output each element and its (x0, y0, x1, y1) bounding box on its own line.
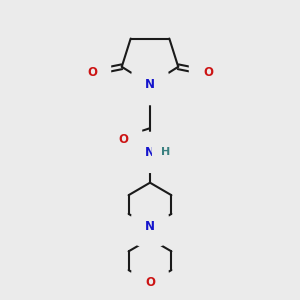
Text: O: O (145, 276, 155, 289)
Text: O: O (118, 133, 128, 146)
Text: O: O (203, 66, 213, 79)
Text: N: N (145, 78, 155, 91)
Text: N: N (145, 220, 155, 233)
Text: N: N (145, 146, 155, 159)
Text: O: O (87, 66, 97, 79)
Text: H: H (161, 147, 170, 158)
